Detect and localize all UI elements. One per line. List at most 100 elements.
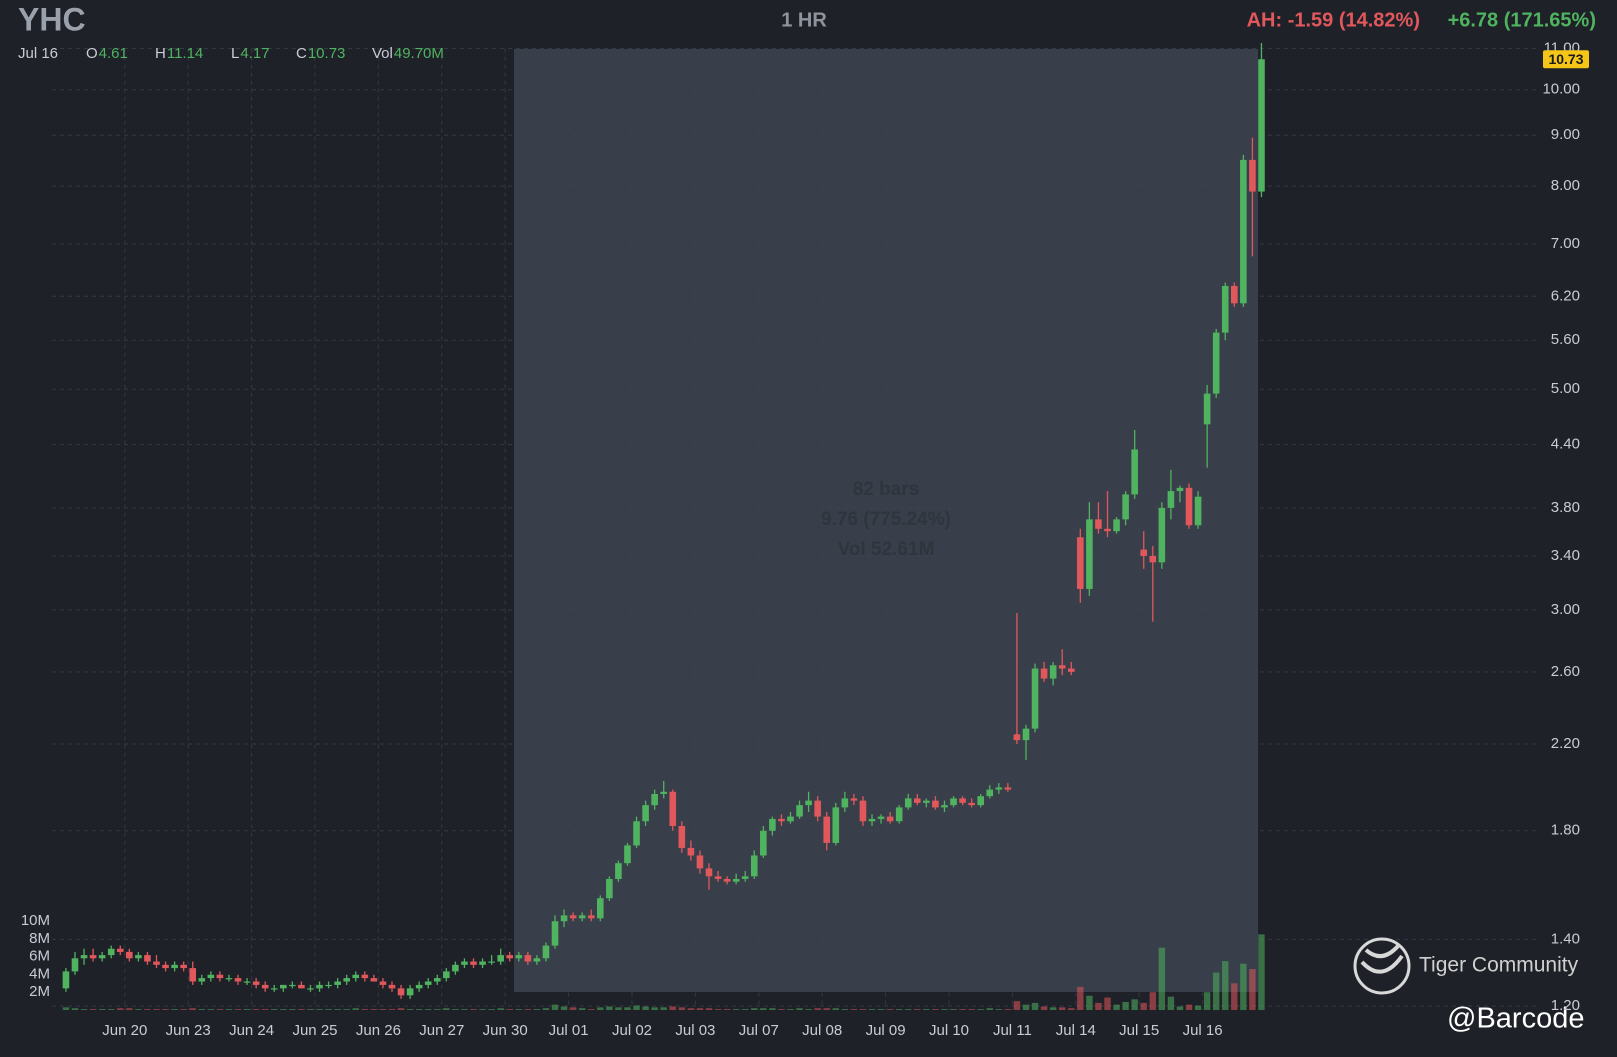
watermark-logo [1353, 937, 1411, 995]
candle-body [1149, 555, 1157, 563]
volume-bar [334, 1009, 341, 1010]
volume-bar [108, 1009, 115, 1010]
volume-bar [153, 1009, 160, 1010]
volume-bar [298, 1009, 305, 1010]
candle-body [760, 830, 767, 856]
volume-bar [850, 1009, 858, 1010]
candle-body [1231, 285, 1238, 304]
candle-body [388, 984, 396, 989]
info-value: 10.73 [308, 45, 346, 62]
volume-bar [434, 1009, 441, 1010]
y-tick-label: 3.40 [1551, 547, 1580, 564]
volume-bar [71, 1008, 79, 1010]
volume-bar [751, 1008, 758, 1010]
candle-body [886, 816, 894, 822]
volume-bar [542, 1008, 550, 1010]
volume-bar [1031, 1002, 1039, 1010]
volume-bar [479, 1009, 486, 1010]
y-tick-label: 6.20 [1551, 287, 1580, 304]
candle-body [787, 816, 794, 822]
candle-body [1158, 507, 1166, 563]
volume-bar [560, 1006, 568, 1010]
volume-bar [1122, 1001, 1129, 1010]
candle-body [89, 955, 97, 959]
candle-body [261, 984, 269, 989]
volume-bar [1059, 1007, 1066, 1010]
volume-bar [787, 1009, 794, 1010]
candles [62, 43, 1265, 999]
volume-bar [615, 1007, 622, 1010]
candle-body [1194, 496, 1202, 526]
volume-bar [1140, 1002, 1147, 1010]
volume-bar [135, 1009, 142, 1010]
x-tick-label: Jul 08 [802, 1022, 842, 1039]
candle-body [234, 978, 242, 982]
candle-body [270, 988, 278, 990]
x-tick-label: Jul 01 [549, 1022, 589, 1039]
volume-bar [760, 1008, 767, 1010]
volume-bar [497, 1008, 504, 1010]
candle-body [515, 955, 523, 959]
candle-body [397, 988, 405, 996]
volume-bar [1095, 1002, 1102, 1010]
info-value: 4.61 [99, 45, 128, 62]
info-value: 49.70M [394, 45, 444, 62]
volume-tick-label: 8M [29, 930, 50, 947]
candle-body [977, 796, 984, 806]
candle-body [1049, 665, 1057, 679]
candle-body [651, 793, 658, 806]
volume-bar [968, 1009, 975, 1010]
volume-bar [515, 1009, 522, 1010]
candle-body [615, 863, 622, 879]
candle-body [1095, 519, 1102, 529]
change: +6.78 (171.65%) [1448, 9, 1596, 31]
volume-bar [923, 1009, 930, 1010]
candle-body [1013, 734, 1021, 741]
candle-body [126, 951, 133, 959]
volume-bar [914, 1009, 921, 1010]
volume-bar [144, 1009, 151, 1010]
candle-body [968, 802, 975, 806]
candle-body [705, 868, 713, 877]
candle-body [243, 981, 251, 983]
candle-body [1004, 787, 1012, 790]
candle-body [189, 968, 197, 982]
volume-bar [1104, 997, 1111, 1010]
candle-body [841, 798, 849, 808]
candle-body [805, 800, 812, 806]
volume-bar [696, 1008, 704, 1010]
volume-bar [606, 1006, 613, 1010]
x-tick-label: Jul 11 [993, 1022, 1032, 1039]
candle-body [1031, 668, 1039, 729]
volume-bar [895, 1009, 903, 1010]
volume-bar [280, 1009, 287, 1010]
candle-body [959, 798, 966, 803]
candle-body [796, 805, 803, 817]
y-tick-label: 1.80 [1551, 822, 1580, 839]
volume-bar [814, 1008, 821, 1010]
volume-bar [452, 1009, 459, 1010]
candle-body [316, 984, 323, 989]
volume-bar [1013, 1001, 1021, 1010]
volume-bar [995, 1009, 1003, 1010]
volume-bar [343, 1009, 350, 1010]
volume-bar [1077, 986, 1084, 1010]
candle-body [370, 978, 378, 982]
candle-body [325, 984, 332, 987]
candle-body [180, 964, 187, 969]
info-label: Vol [372, 45, 393, 62]
candle-body [424, 981, 432, 985]
volume-bar [687, 1008, 695, 1010]
volume-bar [397, 1008, 405, 1010]
candle-body [597, 898, 604, 919]
candle-body [986, 789, 994, 797]
candle-body [1040, 668, 1048, 679]
x-tick-label: Jun 27 [419, 1022, 464, 1039]
volume-bar [352, 1008, 359, 1010]
volume-bar [823, 1008, 830, 1010]
candle-body [633, 821, 640, 846]
volume-bar [905, 1009, 912, 1010]
volume-pane [62, 934, 1265, 1010]
y-tick-label: 5.00 [1551, 380, 1580, 397]
volume-bar [1185, 1004, 1193, 1010]
